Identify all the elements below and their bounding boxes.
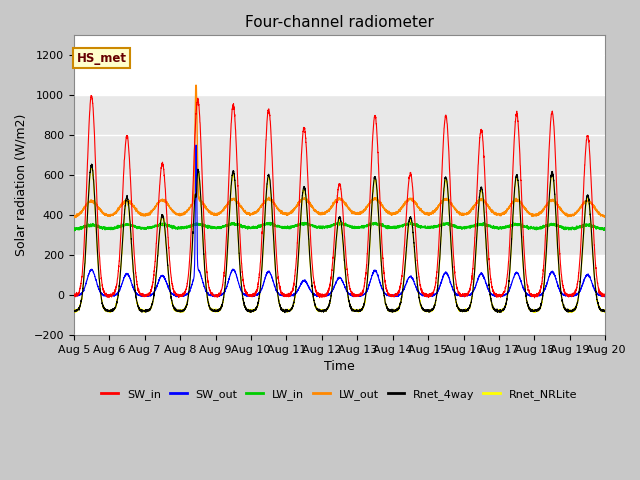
Legend: SW_in, SW_out, LW_in, LW_out, Rnet_4way, Rnet_NRLite: SW_in, SW_out, LW_in, LW_out, Rnet_4way,… xyxy=(97,384,582,404)
Y-axis label: Solar radiation (W/m2): Solar radiation (W/m2) xyxy=(15,114,28,256)
X-axis label: Time: Time xyxy=(324,360,355,373)
Bar xyxy=(74,95,605,255)
Title: Four-channel radiometer: Four-channel radiometer xyxy=(245,15,434,30)
Text: HS_met: HS_met xyxy=(76,52,127,65)
